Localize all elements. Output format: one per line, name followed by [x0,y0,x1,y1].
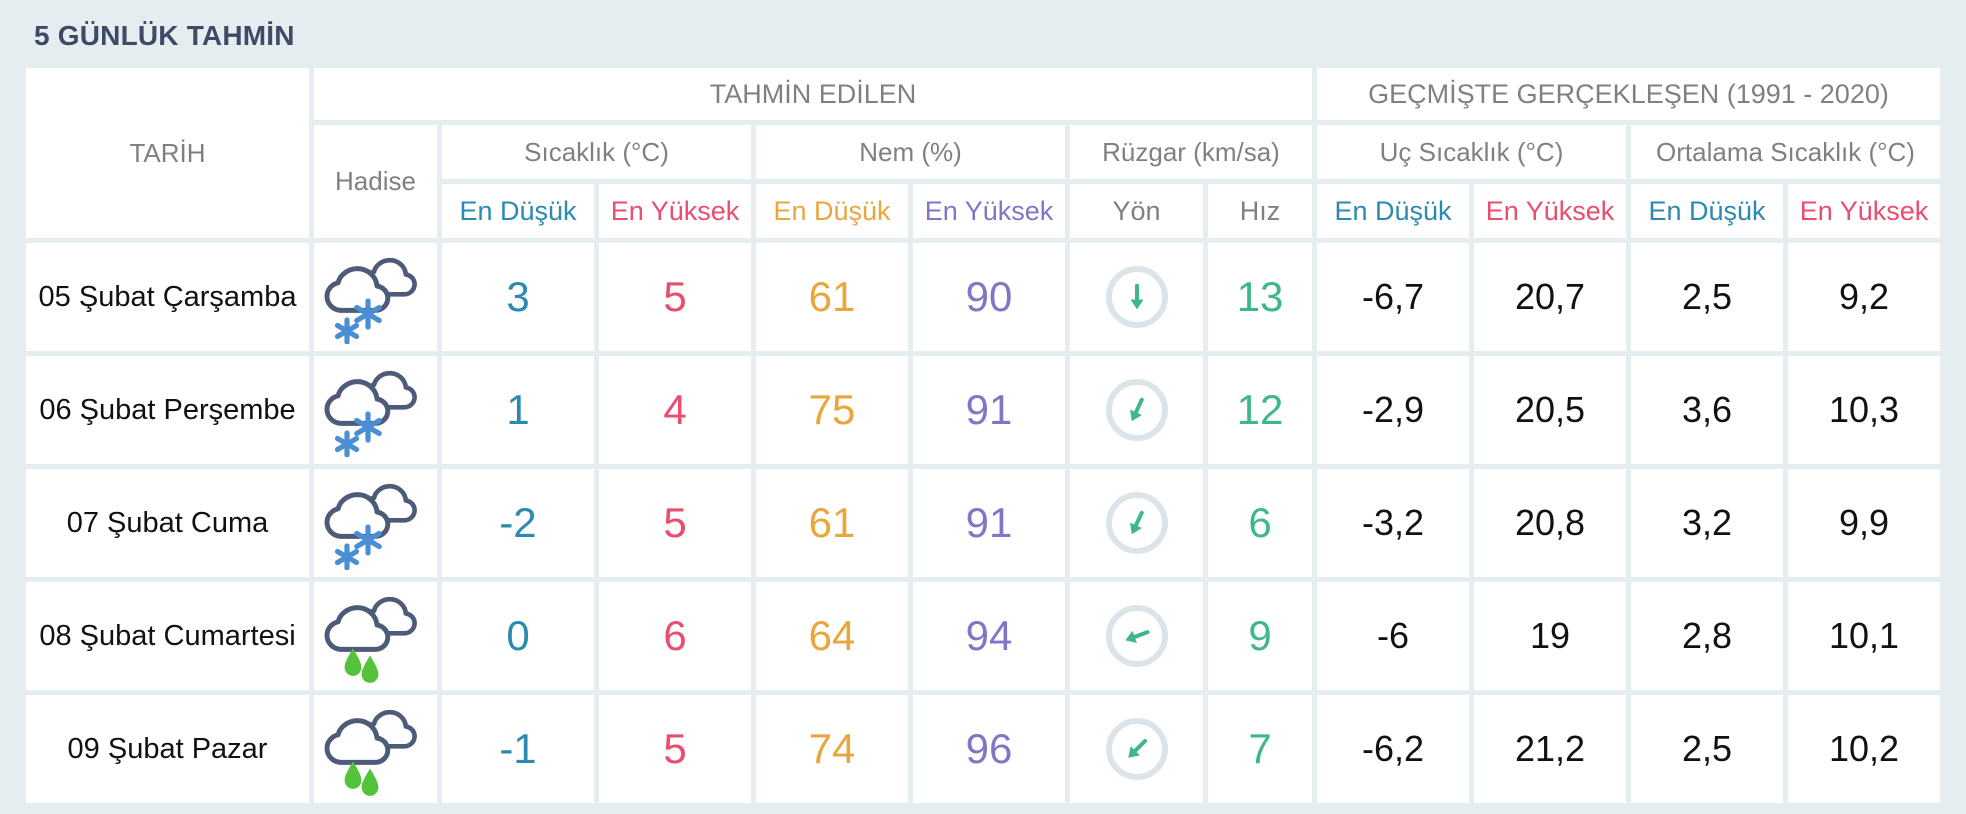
wind-direction-icon [1105,492,1168,554]
extreme-min-value: -6,7 [1317,243,1469,351]
average-min-value: 3,2 [1631,469,1783,577]
humidity-max-value: 94 [913,582,1065,690]
humidity-min-value: 74 [756,695,908,803]
wind-speed-value: 9 [1208,582,1312,690]
date-cell: 09 Şubat Pazar [26,695,309,803]
temp-max-value: 5 [599,243,751,351]
extreme-max-value: 20,5 [1474,356,1626,464]
humidity-min-value: 75 [756,356,908,464]
group-header-extreme-temp: Uç Sıcaklık (°C) [1317,125,1626,179]
temp-min-value: 3 [442,243,594,351]
date-cell: 07 Şubat Cuma [26,469,309,577]
subheader-extreme-max: En Yüksek [1474,184,1626,238]
subheader-extreme-min: En Düşük [1317,184,1469,238]
extreme-max-value: 19 [1474,582,1626,690]
wind-direction-icon [1105,605,1168,667]
extreme-min-value: -6 [1317,582,1469,690]
extreme-max-value: 21,2 [1474,695,1626,803]
group-header-historical: GEÇMİŞTE GERÇEKLEŞEN (1991 - 2020) [1317,68,1940,120]
weather-condition-cell [314,695,437,803]
subheader-wind-speed: Hız [1208,184,1312,238]
group-header-wind: Rüzgar (km/sa) [1070,125,1312,179]
snow-cloud-icon [324,257,417,344]
extreme-max-value: 20,7 [1474,243,1626,351]
extreme-min-value: -2,9 [1317,356,1469,464]
wind-direction-icon [1105,718,1168,780]
column-header-date: TARİH [26,68,309,238]
average-max-value: 10,1 [1788,582,1940,690]
wind-direction-cell [1070,695,1203,803]
weather-condition-cell [314,469,437,577]
average-min-value: 2,8 [1631,582,1783,690]
temp-max-value: 4 [599,356,751,464]
average-max-value: 10,3 [1788,356,1940,464]
wind-speed-value: 7 [1208,695,1312,803]
wind-direction-cell [1070,469,1203,577]
wind-direction-cell [1070,243,1203,351]
humidity-max-value: 91 [913,356,1065,464]
humidity-max-value: 96 [913,695,1065,803]
humidity-min-value: 61 [756,469,908,577]
humidity-max-value: 90 [913,243,1065,351]
average-max-value: 9,2 [1788,243,1940,351]
weather-condition-cell [314,243,437,351]
group-header-humidity: Nem (%) [756,125,1065,179]
wind-direction-cell [1070,356,1203,464]
snow-cloud-icon [324,483,417,570]
temp-min-value: 1 [442,356,594,464]
subheader-average-max: En Yüksek [1788,184,1940,238]
wind-direction-icon [1105,266,1168,328]
subheader-average-min: En Düşük [1631,184,1783,238]
wind-speed-value: 6 [1208,469,1312,577]
temp-min-value: -1 [442,695,594,803]
rain-cloud-icon [324,596,417,683]
temp-max-value: 5 [599,469,751,577]
extreme-min-value: -6,2 [1317,695,1469,803]
weather-condition-cell [314,582,437,690]
forecast-table: TARİH TAHMİN EDİLEN GEÇMİŞTE GERÇEKLEŞEN… [26,68,1940,803]
column-header-condition: Hadise [314,125,437,238]
wind-speed-value: 12 [1208,356,1312,464]
average-min-value: 2,5 [1631,243,1783,351]
group-header-average-temp: Ortalama Sıcaklık (°C) [1631,125,1940,179]
extreme-min-value: -3,2 [1317,469,1469,577]
snow-cloud-icon [324,370,417,457]
subheader-temp-min: En Düşük [442,184,594,238]
average-min-value: 3,6 [1631,356,1783,464]
wind-direction-icon [1105,379,1168,441]
wind-speed-value: 13 [1208,243,1312,351]
subheader-humidity-max: En Yüksek [913,184,1065,238]
humidity-min-value: 64 [756,582,908,690]
group-header-forecast: TAHMİN EDİLEN [314,68,1312,120]
wind-direction-cell [1070,582,1203,690]
date-cell: 06 Şubat Perşembe [26,356,309,464]
weather-condition-cell [314,356,437,464]
average-max-value: 9,9 [1788,469,1940,577]
subheader-wind-direction: Yön [1070,184,1203,238]
average-max-value: 10,2 [1788,695,1940,803]
subheader-humidity-min: En Düşük [756,184,908,238]
humidity-max-value: 91 [913,469,1065,577]
subheader-temp-max: En Yüksek [599,184,751,238]
page-title: 5 GÜNLÜK TAHMİN [34,20,295,51]
humidity-min-value: 61 [756,243,908,351]
date-cell: 05 Şubat Çarşamba [26,243,309,351]
rain-cloud-icon [324,709,417,796]
temp-max-value: 5 [599,695,751,803]
date-cell: 08 Şubat Cumartesi [26,582,309,690]
temp-min-value: 0 [442,582,594,690]
average-min-value: 2,5 [1631,695,1783,803]
temp-max-value: 6 [599,582,751,690]
extreme-max-value: 20,8 [1474,469,1626,577]
temp-min-value: -2 [442,469,594,577]
group-header-temperature: Sıcaklık (°C) [442,125,751,179]
